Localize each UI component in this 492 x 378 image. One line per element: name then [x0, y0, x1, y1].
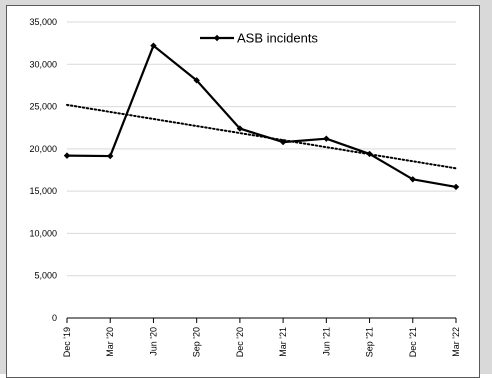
x-axis-tick-labels: Dec '19 Mar '20 Jun '20 Sep '20 Dec '20 Mar '…	[62, 327, 461, 357]
data-point	[107, 152, 114, 160]
legend-label: ASB incidents	[237, 31, 318, 46]
x-tick-label: Mar '20	[105, 327, 115, 357]
y-tick-label: 35,000	[29, 17, 57, 27]
data-point	[323, 135, 330, 142]
y-tick-label: 20,000	[29, 144, 57, 154]
y-tick-label: 15,000	[29, 186, 57, 196]
y-tick-label: 10,000	[29, 228, 57, 238]
legend: ASB incidents	[200, 31, 318, 46]
data-point	[452, 183, 460, 191]
data-point	[193, 77, 200, 84]
series-asb-incidents	[63, 42, 460, 191]
gridlines	[67, 21, 456, 277]
y-tick-label: 25,000	[29, 102, 57, 112]
data-point	[279, 138, 287, 146]
trendline-line	[66, 103, 457, 170]
series-line	[66, 44, 457, 188]
y-tick-label: 30,000	[29, 59, 57, 69]
x-tick-label: Dec '20	[235, 327, 245, 357]
data-point	[63, 152, 71, 159]
y-tick-label: 5,000	[34, 271, 57, 281]
x-tick-label: Dec '21	[408, 327, 418, 357]
data-point	[409, 176, 416, 183]
y-tick-label: 0	[52, 313, 57, 323]
x-tick-label: Sep '20	[192, 327, 202, 357]
x-tick-label: Sep '21	[365, 327, 375, 357]
x-tick-label: Mar '21	[278, 327, 288, 357]
data-point	[236, 125, 244, 132]
axes	[66, 317, 457, 323]
x-tick-label: Jun '21	[321, 327, 331, 356]
data-point	[366, 150, 373, 158]
data-point	[150, 42, 157, 49]
x-tick-label: Jun '20	[148, 327, 158, 356]
legend-marker	[213, 34, 221, 42]
x-tick-label: Mar '22	[451, 327, 461, 357]
y-axis-tick-labels: 0 5,000 10,000 15,000 20,000 25,000 30,000 35,0…	[29, 17, 57, 323]
trendline	[66, 103, 457, 170]
x-tick-label: Dec '19	[62, 327, 72, 357]
